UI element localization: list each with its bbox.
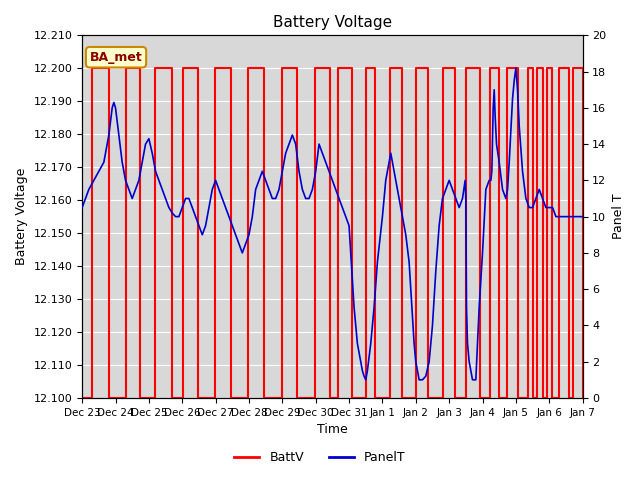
- Legend: BattV, PanelT: BattV, PanelT: [229, 446, 411, 469]
- Y-axis label: Battery Voltage: Battery Voltage: [15, 168, 28, 265]
- X-axis label: Time: Time: [317, 423, 348, 436]
- Y-axis label: Panel T: Panel T: [612, 194, 625, 240]
- Title: Battery Voltage: Battery Voltage: [273, 15, 392, 30]
- Text: BA_met: BA_met: [90, 51, 143, 64]
